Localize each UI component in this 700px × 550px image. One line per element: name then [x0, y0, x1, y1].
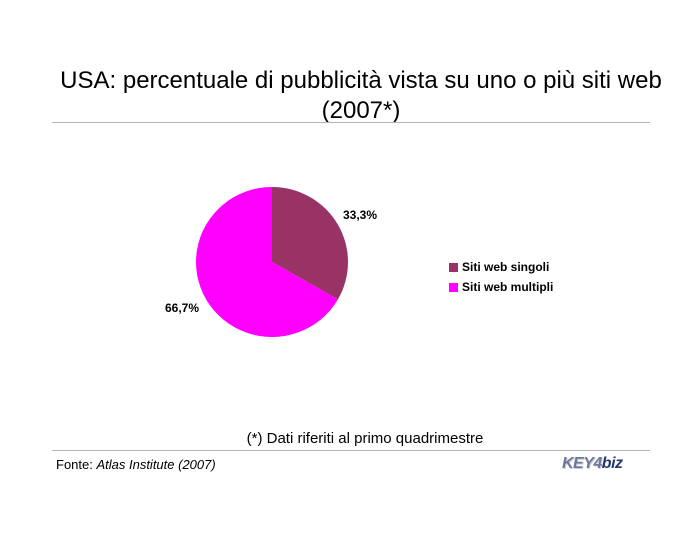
legend-swatch-singoli — [449, 262, 458, 272]
source-prefix: Fonte: — [56, 457, 97, 472]
pie-slice-2 — [196, 187, 338, 337]
brand-logo: KEY4biz — [562, 455, 623, 473]
logo-part-2: biz — [601, 455, 623, 472]
source-name: Atlas Institute (2007) — [96, 457, 216, 472]
data-label-2: 66,7% — [165, 301, 199, 315]
logo-part-1: KEY4 — [562, 455, 602, 472]
legend-label-multipli: Siti web multipli — [462, 280, 554, 294]
chart-title: USA: percentuale di pubblicità vista su … — [40, 66, 682, 126]
chart-legend: Siti web singoli Siti web multipli — [449, 257, 553, 297]
legend-swatch-multipli — [449, 282, 458, 292]
footnote: (*) Dati riferiti al primo quadrimestre — [246, 430, 484, 447]
legend-item-multipli: Siti web multipli — [449, 277, 553, 297]
pie-slice-1 — [272, 186, 348, 300]
title-divider — [52, 122, 650, 123]
title-line-2: (2007*) — [321, 97, 401, 124]
source-credit: Fonte: Atlas Institute (2007) — [56, 457, 216, 472]
data-label-1: 33,3% — [343, 208, 377, 222]
legend-label-singoli: Siti web singoli — [462, 260, 550, 274]
title-line-1: USA: percentuale di pubblicità vista su … — [60, 67, 662, 94]
footer-divider — [52, 450, 650, 451]
legend-item-singoli: Siti web singoli — [449, 257, 553, 277]
